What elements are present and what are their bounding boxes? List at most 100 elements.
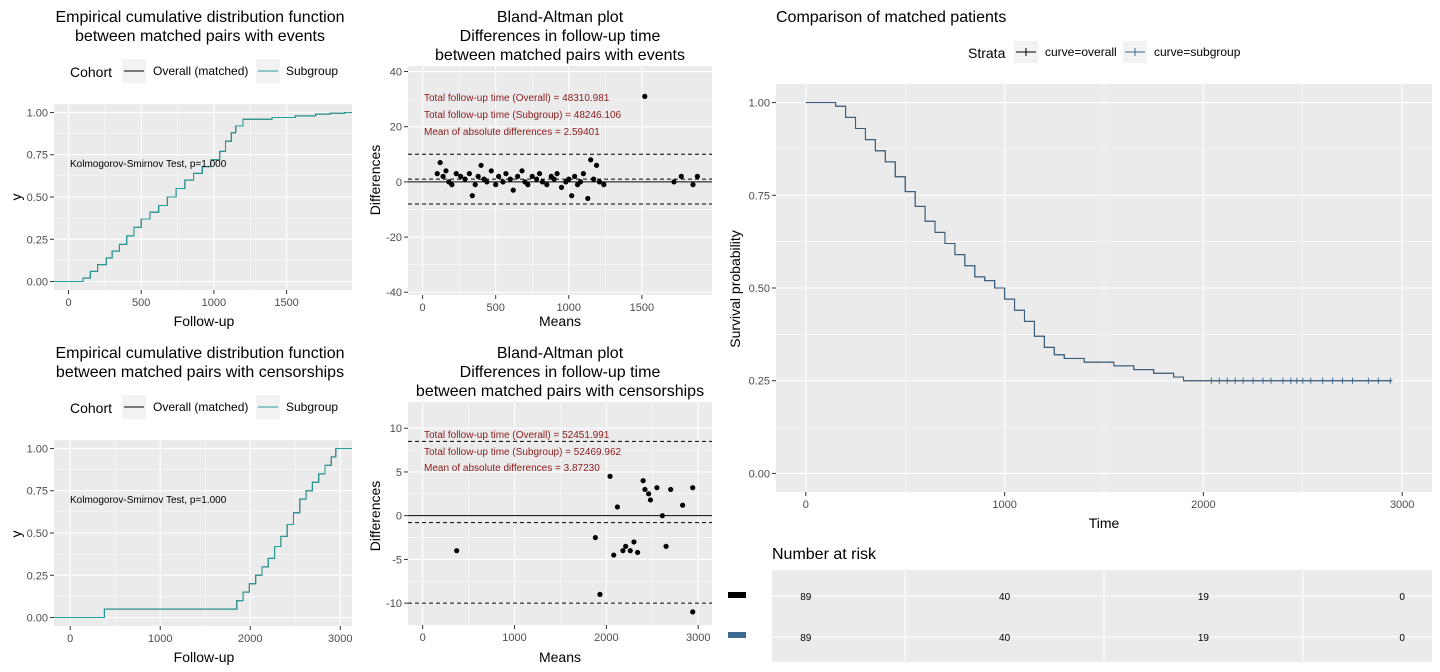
- ba-events-title-line-2: Differences in follow-up time: [460, 28, 661, 45]
- risk-table: Number at risk 89 40 19 0 89 40 19 0: [728, 546, 1432, 662]
- ba_censor-point: [659, 513, 666, 519]
- ba_censor-y-tick-label: -5: [392, 554, 402, 566]
- km-series-subgroup-line: [805, 101, 1393, 382]
- risk-table-cell: 0: [1399, 592, 1405, 603]
- ecdf_censor-y-tick-label: 0.75: [27, 486, 48, 498]
- ecdf-events-legend-label-subgroup: Subgroup: [286, 64, 338, 78]
- ba-censor-y-label: Differences: [367, 481, 383, 552]
- ba_events-point: [488, 168, 494, 174]
- ecdf-censor-legend-title: Cohort: [70, 400, 112, 416]
- ba_events-point: [507, 176, 513, 182]
- ecdf-censor-legend-label-overall: Overall (matched): [153, 400, 248, 414]
- ba_censor-y-tick-label: 10: [390, 423, 402, 435]
- ecdf_censor-y-tick-label: 0.00: [27, 613, 48, 625]
- ecdf_censor-y-tick-label: 1.00: [27, 443, 48, 455]
- ba_events-point: [694, 173, 700, 179]
- ba_events-point: [519, 168, 525, 174]
- ba_events-point: [566, 176, 572, 182]
- ba_censor-x-tick-label: 1000: [502, 632, 526, 644]
- ba_events-point: [596, 179, 603, 185]
- ba_events-point: [591, 176, 597, 182]
- ba_events-y-tick-label: 0: [396, 177, 402, 189]
- ba_censor-point: [646, 491, 652, 497]
- ba_events-point: [554, 171, 560, 177]
- ba-events-plot-area: 0 500 1000 1500 -40 -20 0 20 40: [386, 66, 712, 314]
- ecdf_events-x-tick-label: 1500: [274, 297, 298, 309]
- ba_events-point: [580, 171, 586, 177]
- ecdf-events-legend-label-overall: Overall (matched): [153, 64, 248, 78]
- ba-events-title-line-1: Bland-Altman plot: [497, 9, 624, 26]
- ba_events-point: [539, 179, 546, 185]
- ecdf-censor-plot-area: 0 1000 2000 3000 0.00 0.25 0.50 0.75 1.00: [27, 440, 353, 645]
- ba_events-point: [484, 179, 490, 185]
- ba_events-point: [437, 159, 443, 166]
- ba_events-point: [588, 157, 594, 163]
- ecdf_censor-y-tick-label: 0.50: [27, 528, 48, 540]
- ba-censor-x-label: Means: [539, 649, 581, 665]
- ecdf_events-y-tick-label: 0.25: [27, 234, 48, 246]
- ba_events-point: [585, 195, 591, 202]
- ba_censor-point: [597, 591, 603, 597]
- ecdf-censor-legend-label-subgroup: Subgroup: [286, 400, 338, 414]
- km-y-tick-label: 1.00: [749, 98, 770, 110]
- ecdf-events-x-label: Follow-up: [174, 313, 235, 329]
- risk-table-cell: 0: [1399, 633, 1405, 644]
- ba_events-point: [443, 168, 449, 174]
- ba_censor-x-tick-label: 3000: [686, 632, 710, 644]
- ecdf_censor-x-tick-label: 2000: [238, 633, 262, 645]
- ba-events-annotation-mean-abs: Mean of absolute differences = 2.59401: [424, 127, 600, 138]
- ba_events-point: [466, 171, 472, 177]
- ecdf-censor-ks-annotation: Kolmogorov-Smirnov Test, p=1.000: [70, 495, 227, 506]
- ba_events-point: [510, 187, 516, 193]
- ba_events-point: [678, 173, 684, 179]
- ecdf_censor-y-tick-label: 0.25: [27, 570, 48, 582]
- ba_censor-point: [654, 485, 660, 491]
- ecdf_events-x-tick-label: 1000: [202, 297, 226, 309]
- ba_events-point: [601, 182, 607, 188]
- risk-table-cell: 19: [1198, 592, 1210, 603]
- ba_censor-point: [614, 504, 621, 510]
- ecdf-censor-y-label: y: [8, 531, 24, 538]
- risk-table-cell: 40: [999, 592, 1011, 603]
- ecdf_events-y-tick-label: 0.50: [27, 192, 48, 204]
- ba_events-point: [544, 182, 550, 188]
- ba-events-chart: Bland-Altman plot Differences in follow-…: [367, 9, 712, 329]
- ba_censor-y-tick-label: 0: [396, 511, 402, 523]
- km-y-tick-label: 0.00: [749, 468, 770, 480]
- ba_events-point: [671, 179, 677, 185]
- ecdf_events-x-tick-label: 0: [65, 297, 71, 309]
- ba_events-point: [493, 182, 499, 188]
- ecdf_events-y-tick-label: 0.75: [27, 150, 48, 162]
- ba_events-y-tick-label: -40: [386, 287, 402, 299]
- ba_censor-point: [623, 543, 629, 549]
- ba-censor-title-line-2: Differences in follow-up time: [460, 364, 661, 381]
- ecdf-events-legend: Cohort Overall (matched) Subgroup: [70, 59, 338, 83]
- ba_events-point: [449, 182, 455, 188]
- ba_events-point: [690, 182, 696, 188]
- risk-row-subgroup-swatch: [728, 632, 746, 638]
- ba_events-point: [642, 93, 648, 99]
- ba_censor-point: [647, 497, 654, 503]
- km-y-tick-label: 0.25: [749, 376, 770, 388]
- ba-censor-title-line-1: Bland-Altman plot: [497, 345, 624, 362]
- ba-events-x-label: Means: [539, 313, 581, 329]
- ba_censor-point: [668, 486, 674, 493]
- ecdf_events-x-tick-label: 500: [132, 297, 150, 309]
- ba_events-y-tick-label: 20: [390, 122, 402, 134]
- ba_events-point: [569, 193, 575, 199]
- ecdf_events-series-subgroup-line: [54, 111, 352, 283]
- km-title: Comparison of matched patients: [776, 9, 1006, 26]
- ba-events-y-label: Differences: [367, 145, 383, 216]
- ba_events-point: [496, 173, 502, 179]
- risk-table-cell: 89: [800, 592, 812, 603]
- km-x-tick-label: 3000: [1390, 499, 1414, 511]
- ba_censor-point: [680, 502, 686, 508]
- ecdf-events-title-line-2: between matched pairs with events: [75, 28, 325, 45]
- ba_events-point: [577, 179, 584, 185]
- ecdf_events-y-tick-label: 0.00: [27, 277, 48, 289]
- ba_censor-point: [631, 539, 637, 545]
- ba_events-point: [525, 182, 531, 188]
- km-legend-label-overall: curve=overall: [1045, 45, 1117, 59]
- km-x-tick-label: 1000: [992, 499, 1016, 511]
